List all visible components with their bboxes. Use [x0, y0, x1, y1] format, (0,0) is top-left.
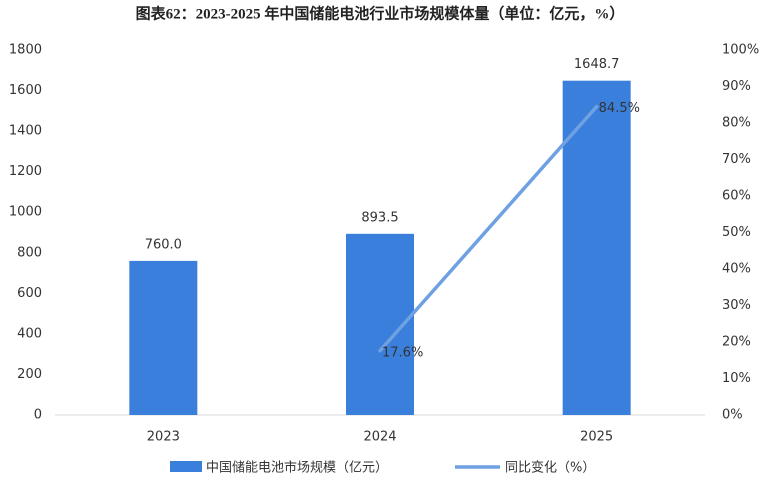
x-tick-label: 2023: [147, 430, 180, 445]
y2-tick-label: 100%: [722, 43, 759, 58]
y2-tick-label: 70%: [722, 152, 751, 167]
y-tick-label: 600: [17, 286, 42, 301]
y-tick-label: 1000: [9, 205, 42, 220]
x-tick-label: 2024: [363, 430, 396, 445]
y2-tick-label: 0%: [722, 408, 743, 423]
y-tick-label: 800: [17, 245, 42, 260]
bar: [562, 80, 631, 416]
y2-tick-label: 30%: [722, 298, 751, 313]
y-tick-label: 200: [17, 367, 42, 382]
bar-value-label: 1648.7: [574, 57, 620, 72]
bar-value-label: 760.0: [145, 237, 182, 252]
legend-swatch: [170, 461, 202, 472]
y2-tick-label: 50%: [722, 225, 751, 240]
y-tick-label: 1600: [9, 83, 42, 98]
legend-label: 中国储能电池市场规模（亿元）: [206, 460, 388, 476]
y2-tick-label: 40%: [722, 262, 751, 277]
legend-label: 同比变化（%）: [505, 460, 595, 476]
y2-tick-label: 20%: [722, 335, 751, 350]
y-tick-label: 1200: [9, 164, 42, 179]
bar: [129, 260, 198, 415]
line-value-label: 17.6%: [382, 345, 423, 360]
chart-title: 图表62：2023-2025 年中国储能电池行业市场规模体量（单位：亿元，%）: [136, 4, 625, 22]
line: [378, 104, 599, 353]
y-tick-label: 400: [17, 326, 42, 341]
bar-value-label: 893.5: [361, 210, 398, 225]
y2-tick-label: 80%: [722, 116, 751, 131]
y-tick-label: 1400: [9, 124, 42, 139]
y2-tick-label: 60%: [722, 189, 751, 204]
y2-tick-label: 10%: [722, 371, 751, 386]
x-tick-label: 2025: [580, 430, 613, 445]
y-tick-label: 0: [34, 408, 42, 423]
y-tick-label: 1800: [9, 43, 42, 58]
y2-tick-label: 90%: [722, 79, 751, 94]
line-value-label: 84.5%: [599, 101, 640, 116]
